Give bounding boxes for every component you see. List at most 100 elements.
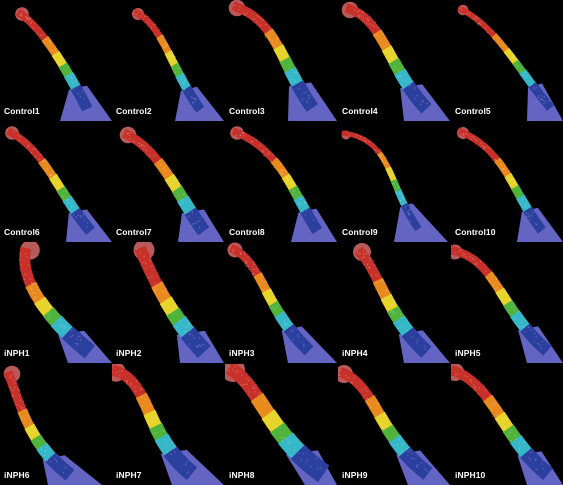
tract-speckle [9, 377, 11, 379]
panel-label: Control8 [229, 227, 265, 237]
tract-speckle [486, 146, 489, 148]
tract-speckle [522, 197, 524, 200]
tract-speckle [534, 88, 536, 90]
tract-speckle [290, 78, 292, 80]
tract-speckle [396, 179, 398, 181]
tract-speckle [34, 156, 36, 158]
tract-speckle [26, 140, 28, 142]
tract-speckle [198, 226, 200, 229]
tract-speckle [29, 278, 31, 280]
tract-speckle [359, 253, 361, 255]
tract-speckle [118, 371, 120, 373]
tract-speckle [530, 215, 532, 217]
tract-speckle [71, 77, 73, 79]
tract-speckle [376, 34, 378, 36]
tract-speckle [402, 65, 404, 67]
tract-speckle [298, 452, 300, 455]
tract-speckle [266, 289, 268, 291]
tract-speckle [86, 226, 88, 228]
tract-speckle [480, 142, 482, 144]
tract-speckle [409, 449, 411, 451]
tract-speckle [368, 403, 370, 405]
tract-band [171, 185, 189, 204]
tract-speckle [320, 467, 322, 469]
tract-speckle [72, 88, 75, 90]
tract-speckle [17, 134, 19, 136]
tract-speckle [30, 287, 33, 289]
tract-speckle [351, 382, 353, 384]
tract-speckle [48, 311, 51, 313]
tract-speckle [126, 380, 128, 382]
tract-speckle [384, 429, 386, 431]
tract-speckle [401, 317, 403, 319]
tract-render [225, 364, 337, 485]
tract-speckle [401, 443, 403, 445]
tract-speckle [529, 219, 531, 221]
tract-speckle [188, 333, 190, 335]
tract-speckle [497, 418, 499, 420]
tract-speckle [509, 49, 511, 51]
tract-speckle [240, 384, 242, 386]
tract-speckle [129, 138, 131, 140]
tract-speckle [39, 159, 41, 161]
tract-speckle [186, 472, 188, 474]
tract-speckle [532, 87, 535, 89]
tract-render [18, 242, 112, 363]
tract-band [182, 85, 205, 113]
tract-speckle [66, 75, 69, 77]
tract-speckle [299, 203, 301, 205]
tract-speckle [167, 307, 169, 309]
tract-speckle [524, 331, 526, 333]
tract-speckle [149, 260, 151, 262]
tract-speckle [404, 206, 406, 208]
tract-speckle [27, 18, 29, 20]
tract-speckle [138, 142, 140, 144]
tract-speckle [402, 444, 404, 446]
tract-speckle [371, 392, 373, 394]
tract-speckle [353, 377, 355, 379]
tract-speckle [242, 384, 244, 386]
tract-speckle [379, 148, 381, 151]
tract-speckle [399, 192, 401, 194]
tract-band [63, 72, 81, 92]
tract-speckle [492, 159, 494, 161]
tract-speckle [185, 463, 187, 465]
tract-speckle [26, 17, 28, 19]
tract-speckle [74, 343, 76, 345]
tract-speckle [483, 384, 486, 386]
tract-speckle [285, 324, 287, 326]
tract-speckle [513, 309, 515, 311]
tract-speckle [369, 259, 371, 261]
tract-speckle [67, 200, 69, 202]
tract-speckle [14, 386, 16, 388]
tract-speckle [475, 18, 477, 20]
tract-speckle [247, 394, 249, 396]
tract-speckle [184, 331, 186, 333]
tract-speckle [375, 273, 377, 276]
tract-speckle [492, 284, 494, 286]
tract-speckle [180, 199, 182, 201]
tract-speckle [368, 23, 370, 25]
tract-band [385, 166, 398, 183]
tract-speckle [382, 160, 384, 163]
tract-speckle [308, 96, 311, 98]
tract-speckle [63, 198, 65, 200]
panel-inph9: iNPH9 [338, 364, 450, 485]
tract-band [177, 195, 197, 216]
tract-speckle [417, 464, 419, 466]
tract-speckle [180, 204, 182, 206]
tract-speckle [492, 403, 494, 405]
panel-label: iNPH3 [229, 348, 255, 358]
tract-speckle [86, 222, 89, 224]
tract-speckle [66, 202, 68, 204]
tract-speckle [496, 292, 498, 294]
tract-speckle [19, 14, 21, 16]
tract-speckle [390, 291, 392, 293]
tract-speckle [290, 330, 292, 332]
tract-speckle [266, 280, 268, 282]
tract-speckle [27, 415, 29, 417]
tract-speckle [163, 438, 165, 440]
tract-speckle [294, 80, 296, 82]
tract-speckle [540, 98, 542, 100]
panel-control3: Control3 [225, 0, 337, 121]
